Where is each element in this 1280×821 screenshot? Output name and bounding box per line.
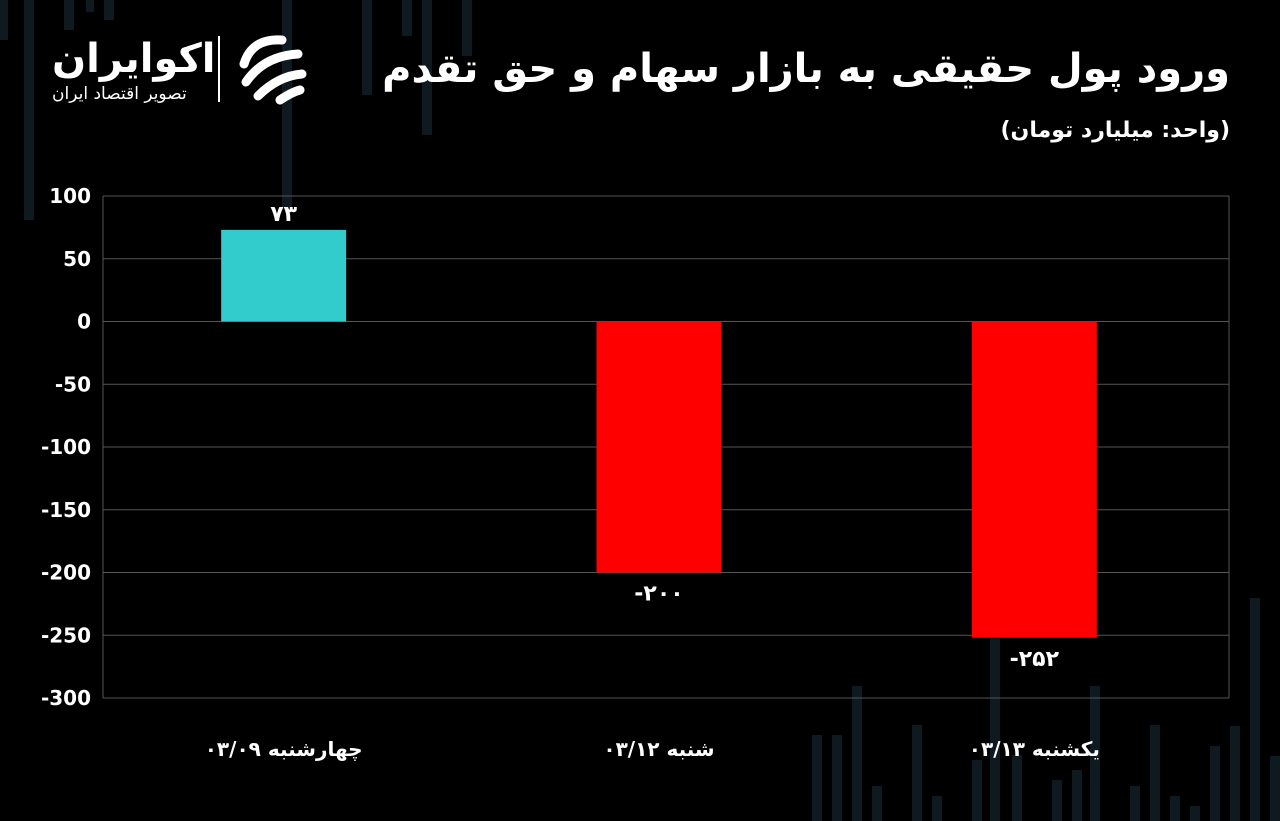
logo-tagline: تصویر اقتصاد ایران: [52, 84, 187, 104]
y-tick-label: 50: [63, 247, 91, 271]
y-tick-label: 0: [77, 310, 91, 334]
bar: [221, 229, 347, 322]
y-tick-label: -300: [41, 686, 91, 710]
chart-title: ورود پول حقیقی به بازار سهام و حق تقدم: [382, 46, 1230, 92]
x-category-label: شنبه ۰۳/۱۲: [603, 737, 714, 761]
chart-subtitle: (واحد: میلیارد تومان): [1000, 118, 1231, 143]
logo-wordmark: اکوایران: [52, 36, 216, 82]
data-label: -۲۵۲: [1010, 647, 1060, 672]
y-tick-label: -50: [55, 372, 91, 396]
y-tick-label: -150: [41, 498, 91, 522]
y-tick-label: -100: [41, 435, 91, 459]
x-category-label: چهارشنبه ۰۳/۰۹: [205, 737, 363, 762]
ecoiran-logo-icon: [239, 35, 307, 105]
y-tick-label: -200: [41, 561, 91, 585]
bar: [971, 321, 1097, 638]
bar: [596, 321, 722, 573]
y-tick-label: 100: [49, 184, 91, 208]
data-label: ۷۳: [270, 202, 297, 227]
brand-logo: اکوایران تصویر اقتصاد ایران: [48, 30, 318, 110]
logo-divider: [218, 36, 220, 102]
x-category-label: یکشنبه ۰۳/۱۳: [969, 737, 1100, 761]
data-label: -۲۰۰: [634, 582, 683, 607]
y-tick-label: -250: [41, 623, 91, 647]
